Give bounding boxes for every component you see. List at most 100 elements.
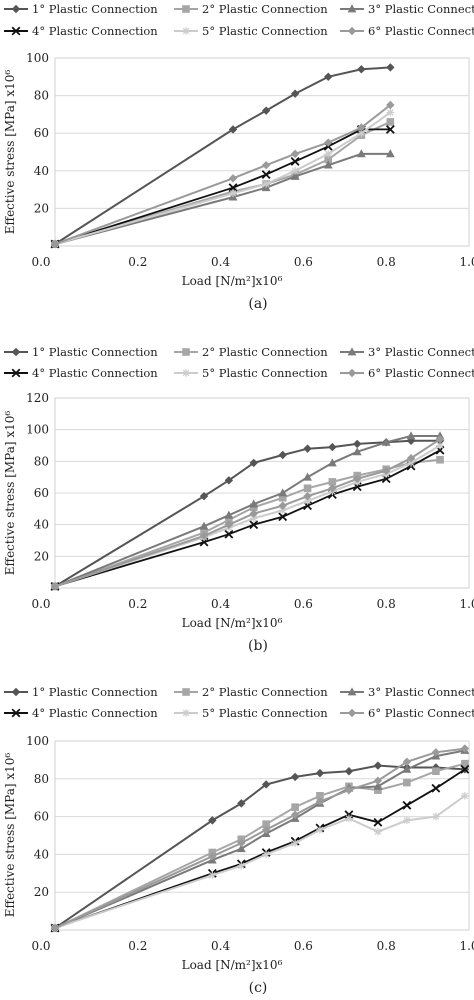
legend-marker — [347, 347, 357, 356]
data-point — [344, 785, 354, 795]
data-point — [324, 155, 333, 164]
data-point — [315, 768, 325, 778]
data-point — [225, 516, 233, 524]
data-point — [261, 780, 271, 789]
data-point — [262, 820, 270, 828]
x-tick-label: 1.0 — [459, 597, 474, 611]
legend-entry: 4° Plastic Connection — [4, 24, 158, 38]
data-point — [324, 138, 333, 147]
legend-label: 5° Plastic Connection — [202, 24, 328, 38]
x-tick-label: 0.4 — [211, 939, 230, 953]
legend-label: 4° Plastic Connection — [32, 24, 158, 38]
data-point — [237, 838, 246, 848]
y-tick-label: 20 — [34, 885, 49, 899]
data-point — [460, 744, 470, 753]
data-point — [432, 812, 440, 821]
data-point — [352, 447, 362, 456]
series-line — [54, 794, 466, 930]
data-point — [278, 501, 287, 510]
legend-label: 2° Plastic Connection — [202, 685, 328, 699]
data-point — [50, 923, 60, 933]
legend-marker — [182, 709, 190, 717]
data-point — [291, 803, 299, 811]
data-point — [303, 472, 312, 481]
legend-entry: 4° Plastic Connection — [4, 706, 158, 720]
data-point — [303, 497, 312, 505]
x-tick-label: 0.6 — [294, 939, 313, 953]
data-point — [386, 100, 395, 110]
y-tick-label: 80 — [34, 454, 49, 468]
data-point — [402, 764, 412, 773]
data-point — [460, 764, 470, 774]
x-tick-label: 0.0 — [31, 255, 50, 269]
data-point — [249, 458, 258, 468]
data-point — [261, 170, 271, 179]
data-point — [357, 123, 366, 132]
data-point — [290, 149, 300, 159]
legend-label: 4° Plastic Connection — [32, 366, 158, 380]
chart-panel-3: 1° Plastic Connection 2° Plastic Connecti… — [3, 685, 474, 996]
y-axis-label: Effective stress [MPa] x10⁶ — [3, 753, 17, 918]
data-point — [316, 826, 324, 834]
data-point — [386, 118, 395, 126]
data-point — [278, 512, 288, 522]
legend-entry: 1° Plastic Connection — [4, 2, 158, 16]
data-point — [386, 63, 395, 72]
y-tick-label: 20 — [34, 201, 49, 215]
data-point — [224, 510, 234, 519]
plot-frame — [54, 740, 470, 931]
data-point — [290, 772, 300, 782]
x-axis-label: Load [N/m²]x10⁶ — [182, 274, 283, 288]
series-5 — [51, 792, 469, 932]
y-tick-label: 20 — [34, 549, 49, 563]
data-point — [402, 757, 412, 766]
data-point — [374, 786, 382, 794]
data-point — [328, 478, 337, 486]
data-point — [50, 239, 60, 249]
data-point — [278, 493, 287, 502]
legend-entry: 6° Plastic Connection — [340, 706, 474, 720]
y-tick-label: 60 — [34, 126, 49, 140]
x-axis-label: Load [N/m²]x10⁶ — [182, 616, 283, 630]
y-tick-label: 60 — [34, 810, 49, 824]
x-tick-label: 0.2 — [128, 597, 147, 611]
legend-marker — [11, 708, 21, 718]
legend-marker — [347, 368, 357, 378]
legend-entry: 6° Plastic Connection — [340, 366, 474, 380]
x-tick-label: 0.6 — [294, 597, 313, 611]
y-tick-label: 80 — [34, 89, 49, 103]
data-point — [50, 582, 60, 591]
legend-label: 5° Plastic Connection — [202, 366, 328, 380]
data-point — [327, 458, 337, 467]
legend-marker — [347, 708, 357, 718]
data-point — [315, 797, 325, 806]
x-tick-label: 0.8 — [377, 597, 396, 611]
data-point — [386, 108, 395, 117]
legend-label: 2° Plastic Connection — [202, 2, 328, 16]
y-tick-label: 40 — [34, 518, 49, 532]
data-point — [328, 484, 337, 493]
data-point — [357, 129, 366, 137]
series-line — [54, 749, 466, 930]
y-tick-label: 80 — [34, 772, 49, 786]
legend-marker — [11, 26, 21, 36]
legend-marker — [11, 687, 21, 697]
data-point — [224, 476, 234, 485]
data-point — [328, 442, 337, 452]
data-point — [374, 827, 382, 836]
data-point — [303, 491, 312, 501]
data-point — [436, 441, 444, 450]
chart-panel-1: 1° Plastic Connection 2° Plastic Connecti… — [3, 2, 474, 312]
legend-entry: 2° Plastic Connection — [174, 685, 328, 699]
data-point — [345, 814, 353, 823]
legend-marker — [347, 26, 357, 36]
x-tick-label: 0.2 — [128, 939, 147, 953]
series-line — [54, 66, 391, 245]
data-point — [290, 171, 300, 180]
data-point — [290, 156, 300, 166]
data-point — [303, 484, 312, 493]
x-tick-label: 0.6 — [294, 255, 313, 269]
y-tick-label: 120 — [26, 391, 49, 405]
chart-panel-2: 1° Plastic Connection 2° Plastic Connecti… — [3, 345, 474, 654]
legend-label: 2° Plastic Connection — [202, 345, 328, 359]
